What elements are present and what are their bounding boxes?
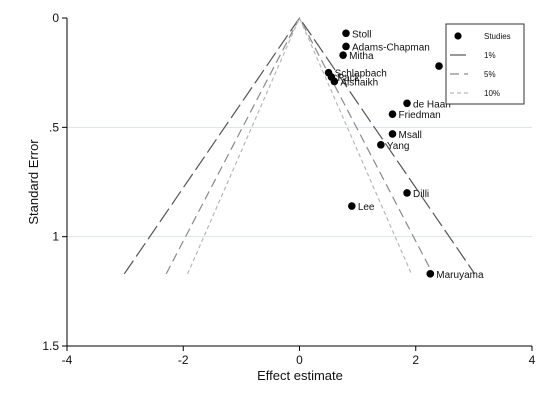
study-point — [388, 130, 397, 138]
axes: 0 .5 1 1.5-4 -2 0 2 4 — [42, 11, 535, 367]
y-tick-label: .5 — [49, 120, 59, 134]
study-label: Stoll — [352, 29, 371, 40]
study-label: Maruyama — [436, 270, 484, 281]
legend-label: 1% — [484, 51, 496, 60]
legend: Studies 1% 5% 10% — [445, 23, 525, 105]
study-label: Schlapbach — [335, 69, 387, 80]
study-point — [426, 270, 435, 278]
grid-layer — [67, 126, 532, 238]
study-point — [377, 141, 385, 149]
study-label: de Haan — [413, 99, 451, 110]
y-tick-label: 1.5 — [42, 339, 59, 353]
x-tick-label: 2 — [412, 353, 419, 367]
study-label: Adams-Chapman — [352, 42, 430, 53]
study-label: Mitha — [349, 51, 374, 62]
study-label: Lee — [358, 202, 375, 213]
x-tick-label: -4 — [62, 353, 73, 367]
study-point — [342, 29, 350, 38]
legend-label: 10% — [484, 89, 500, 98]
study-point — [403, 189, 411, 197]
study-point — [388, 110, 397, 119]
study-label: Msall — [399, 130, 422, 141]
funnel-line-10pct — [187, 16, 412, 275]
study-point — [403, 99, 411, 108]
x-tick-label: 0 — [296, 353, 303, 367]
funnel-lines — [123, 16, 476, 275]
legend-marker-studies — [454, 32, 462, 40]
x-tick-label: -2 — [178, 353, 189, 367]
y-axis-title: Standard Error — [26, 139, 41, 225]
study-label: Friedman — [399, 110, 441, 121]
funnel-line-5pct — [165, 16, 434, 275]
funnel-line-1pct — [123, 16, 476, 275]
study-point — [339, 51, 347, 59]
study-point — [435, 62, 443, 70]
study-label: Dilli — [413, 189, 429, 200]
study-label: Pack — [337, 73, 360, 84]
study-point — [348, 202, 356, 210]
x-tick-label: 4 — [529, 353, 536, 367]
y-tick-label: 1 — [52, 230, 59, 244]
study-label: Yang — [387, 141, 410, 152]
legend-label: Studies — [484, 32, 511, 41]
study-label: Alshaikh — [340, 77, 378, 88]
legend-label: 5% — [484, 70, 496, 79]
y-tick-label: 0 — [52, 11, 59, 25]
study-point — [330, 77, 339, 86]
data-points: StollAdams-ChapmanMithaBoliSchlapbachPac… — [324, 29, 484, 281]
study-point — [342, 42, 350, 51]
x-axis-title: Effect estimate — [257, 368, 343, 383]
